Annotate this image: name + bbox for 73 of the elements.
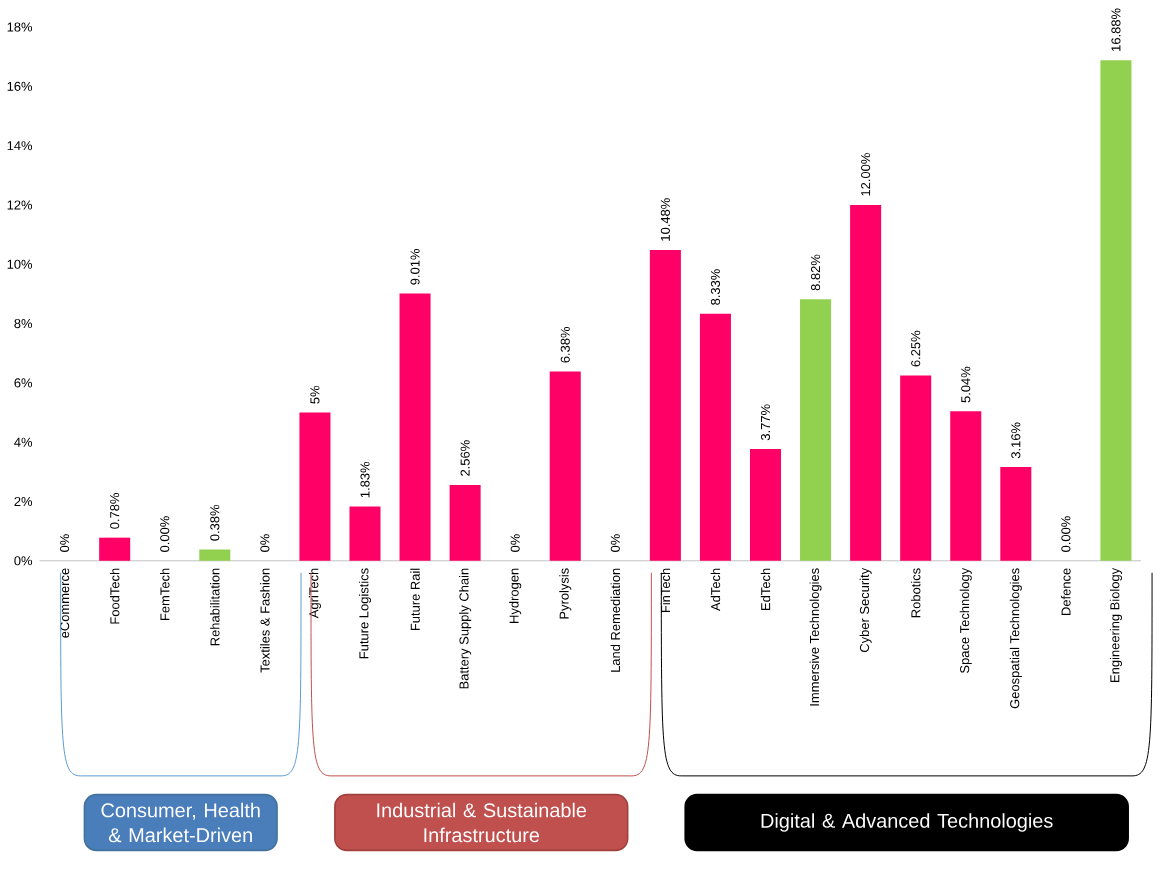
bar <box>800 299 832 561</box>
data-label: 0.38% <box>210 504 220 541</box>
bar <box>299 412 331 561</box>
y-tick-label: 12% <box>7 200 33 210</box>
data-label: 5.04% <box>961 366 971 403</box>
x-tick-label: Rehabilitation <box>210 568 220 645</box>
data-label: 16.88% <box>1111 8 1121 51</box>
x-tick-label: FoodTech <box>109 568 120 624</box>
data-label: 3.16% <box>1011 422 1021 459</box>
text: Industrial & Sustainable Infrastructure <box>377 802 587 843</box>
bar <box>399 293 431 561</box>
data-label: 3.77% <box>760 404 771 440</box>
bar <box>950 411 982 561</box>
x-tick-label: Future Rail <box>410 568 420 630</box>
x-tick-label: Pyrolysis <box>559 568 572 619</box>
y-tick-label: 10% <box>7 259 33 269</box>
x-tick-label: FemTech <box>160 568 170 620</box>
y-tick-label: 4% <box>14 437 33 447</box>
data-label: 8.33% <box>710 268 721 305</box>
x-tick-label: Immersive Technologies <box>809 568 822 706</box>
data-label: 0.00% <box>160 516 170 552</box>
bar <box>349 506 381 561</box>
x-tick-label: AgriTech <box>308 568 321 618</box>
bar <box>549 371 581 561</box>
bar <box>749 448 782 561</box>
x-tick-label: Hydrogen <box>509 568 522 623</box>
data-label: 0.78% <box>110 492 120 529</box>
data-label: 12.00% <box>861 152 871 196</box>
x-tick-label: Geospatial Technologies <box>1009 568 1022 709</box>
data-label: 10.48% <box>660 198 670 241</box>
data-label: 2.56% <box>460 440 470 476</box>
x-tick-label: Battery Supply Chain <box>459 568 472 689</box>
data-label: 1.83% <box>360 461 370 497</box>
x-tick-label: AdTech <box>710 568 721 611</box>
x-tick-label: FinTech <box>660 568 671 612</box>
y-tick-label: 16% <box>7 81 33 91</box>
data-label: 6.25% <box>911 330 921 367</box>
data-label: 0.00% <box>1061 516 1071 552</box>
bar <box>850 204 882 561</box>
y-tick-label: 0% <box>14 556 33 566</box>
data-label: 0% <box>60 533 70 552</box>
data-label: 8.82% <box>810 254 821 291</box>
bar <box>1000 466 1032 561</box>
data-label: 0% <box>510 533 520 552</box>
x-tick-label: Cyber Security <box>859 567 872 652</box>
bar <box>900 375 932 561</box>
bar <box>99 537 131 561</box>
bar <box>699 313 731 561</box>
data-label: 6.38% <box>560 326 570 363</box>
x-tick-label: Textiles & Fashion <box>260 568 270 673</box>
y-tick-label: 6% <box>14 378 33 388</box>
text: Consumer, Health & Market-Driven <box>101 802 260 843</box>
x-tick-label: Land Remediation <box>610 568 621 672</box>
y-tick-label: 2% <box>14 496 33 506</box>
bar <box>649 249 681 561</box>
x-tick-label: Robotics <box>910 568 921 617</box>
bar <box>199 549 231 561</box>
data-label: 0% <box>610 533 620 552</box>
x-tick-label: eCommerce <box>60 568 70 638</box>
bar <box>1100 60 1132 561</box>
text: Digital & Advanced Technologies <box>761 813 1053 832</box>
data-label: 5% <box>310 385 320 404</box>
x-tick-label: Engineering Biology <box>1109 567 1122 682</box>
y-tick-label: 18% <box>7 22 33 32</box>
data-label: 0% <box>260 533 270 552</box>
x-tick-label: Space Technology <box>959 567 972 673</box>
x-tick-label: Future Logistics <box>358 568 372 658</box>
y-tick-label: 8% <box>14 318 33 328</box>
bar <box>449 484 481 561</box>
x-tick-label: Defence <box>1061 568 1071 615</box>
data-label: 9.01% <box>410 248 420 285</box>
y-tick-label: 14% <box>7 140 33 150</box>
x-tick-label: EdTech <box>760 568 771 610</box>
